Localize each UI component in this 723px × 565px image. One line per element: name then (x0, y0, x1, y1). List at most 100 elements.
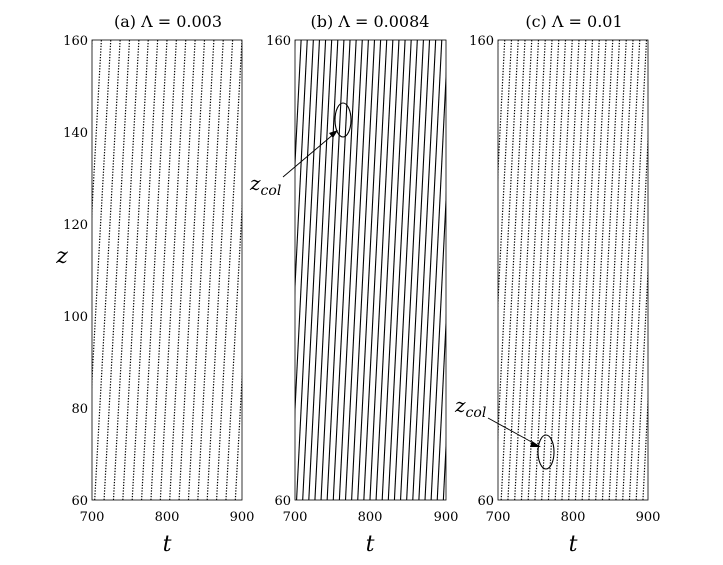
panel-c-xlabel: t (569, 532, 578, 557)
panel-a-xlabel: t (163, 532, 172, 557)
panel-b-trajectory-25 (424, 66, 446, 500)
panel-c-trajectory-24 (635, 260, 648, 500)
panel-c-trajectory-9 (534, 40, 560, 500)
panel-a-frame (91, 39, 243, 501)
panel-b-zcol-label: zcol (249, 171, 281, 199)
panel-a-trajectory-2 (92, 40, 112, 391)
panel-a-xtick-700: 700 (80, 510, 105, 525)
panel-c-zcol-ellipse (537, 434, 555, 470)
panel-c-trajectory-22 (622, 40, 648, 500)
panel-b-trajectory-13 (351, 40, 376, 500)
panel-b-trajectory-23 (412, 40, 437, 500)
panel-c-trajectory-20 (608, 40, 634, 500)
panel-a-ytick-80: 80 (71, 402, 88, 417)
panel-b: (b) Λ = 0.0084 60 160 700 800 900 t zcol (249, 12, 472, 557)
panel-b-trajectory-7 (314, 40, 339, 500)
panel-a-trajectory-10 (159, 40, 187, 500)
panel-c-trajectory-6 (514, 40, 540, 500)
panel-a-xtick-900: 900 (230, 510, 255, 525)
panel-c-trajectory-21 (615, 40, 641, 500)
panel-c-trajectory-11 (547, 40, 573, 500)
panel-a-trajectory-20 (254, 40, 279, 500)
panel-c-frame (497, 39, 649, 501)
panel-b-trajectory-20 (393, 40, 418, 500)
panel-c-trajectory-13 (561, 40, 587, 500)
panel-b-zcol-arrowhead (329, 130, 338, 138)
panel-c-trajectory-15 (574, 40, 600, 500)
panel-b-trajectory-27 (436, 312, 446, 500)
panel-b-trajectory-24 (418, 40, 443, 500)
panel-a-trajectories (92, 40, 279, 500)
panel-c-xtick-700: 700 (486, 510, 511, 525)
panel-c-trajectory-27 (656, 40, 680, 500)
panel-a-title: (a) Λ = 0.003 (114, 12, 222, 31)
panel-b-xtick-900: 900 (434, 510, 459, 525)
panel-c-trajectory-8 (527, 40, 553, 500)
panel-b-trajectory-28 (442, 435, 446, 500)
panel-c-trajectory-26 (650, 40, 674, 500)
panel-b-ytick-60: 60 (274, 494, 291, 509)
panel-c-title: (c) Λ = 0.01 (525, 12, 622, 31)
panel-a-trajectory-6 (122, 40, 149, 500)
panel-b-trajectory-8 (320, 40, 345, 500)
panel-b-trajectory-1 (295, 40, 302, 175)
panel-a-ylabel: z (55, 244, 68, 269)
panel-c-trajectory-10 (541, 40, 567, 500)
panel-a-trajectory-11 (169, 40, 196, 500)
panel-b-trajectory-18 (381, 40, 406, 500)
panel-b-trajectory-12 (344, 40, 369, 500)
panel-b-trajectory-14 (357, 40, 382, 500)
panel-b-zcol-arrow (282, 132, 336, 178)
panel-c-trajectory-7 (520, 40, 546, 500)
panel-b-ytick-160: 160 (266, 34, 291, 49)
panel-c-trajectory-5 (507, 40, 533, 500)
panel-c-trajectory-2 (498, 40, 513, 313)
panel-c-trajectory-0 (498, 40, 499, 52)
panel-b-trajectory-11 (338, 40, 363, 500)
panel-b-trajectory-0 (295, 40, 296, 52)
panel-b-trajectory-29 (449, 40, 472, 500)
panel-b-trajectory-2 (295, 40, 308, 297)
panel-c-trajectory-19 (601, 40, 627, 500)
panel-a-ytick-120: 120 (63, 218, 88, 233)
panel-c-trajectory-16 (581, 40, 607, 500)
panel-c-trajectory-23 (628, 129, 648, 500)
panel-b-trajectory-5 (302, 40, 327, 500)
panel-a-trajectory-13 (187, 40, 215, 500)
panel-b-trajectory-4 (296, 40, 321, 500)
panel-a-trajectory-8 (140, 40, 168, 500)
panel-c-xtick-900: 900 (636, 510, 661, 525)
panel-c-trajectory-4 (500, 40, 526, 500)
panel-c-trajectory-17 (588, 40, 614, 500)
panel-c-trajectories (498, 40, 680, 500)
panel-b-frame (294, 39, 447, 501)
panel-a-ytick-140: 140 (63, 126, 88, 141)
panel-a-ytick-60: 60 (71, 494, 88, 509)
panel-a-xtick-800: 800 (155, 510, 180, 525)
panel-b-trajectory-9 (326, 40, 351, 500)
panel-a-trajectory-4 (103, 40, 131, 500)
panel-a-ytick-100: 100 (63, 310, 88, 325)
panel-b-trajectory-22 (406, 40, 431, 500)
panel-b-trajectories (295, 40, 472, 500)
panel-b-trajectory-26 (430, 189, 446, 500)
panel-c-trajectory-12 (554, 40, 580, 500)
panel-a-trajectory-17 (225, 198, 242, 500)
panel-c-zcol-label: zcol (454, 393, 486, 421)
panel-a-ytick-160: 160 (63, 34, 88, 49)
panel-c-ytick-60: 60 (477, 494, 494, 509)
panel-a-trajectory-7 (131, 40, 159, 500)
panel-a-trajectory-19 (245, 40, 270, 500)
panel-a-trajectory-15 (206, 40, 234, 500)
panel-a-trajectory-18 (234, 368, 242, 500)
panel-b-trajectory-10 (332, 40, 357, 500)
panel-a-trajectory-16 (215, 40, 242, 500)
panel-c-zcol-arrowhead (530, 441, 541, 447)
panel-c-trajectory-14 (568, 40, 594, 500)
panel-b-trajectory-19 (387, 40, 412, 500)
panel-b-trajectory-21 (400, 40, 424, 500)
panel-b-zcol-ellipse (334, 102, 352, 138)
panel-b-trajectory-3 (295, 40, 314, 420)
panel-b-title: (b) Λ = 0.0084 (311, 12, 430, 31)
